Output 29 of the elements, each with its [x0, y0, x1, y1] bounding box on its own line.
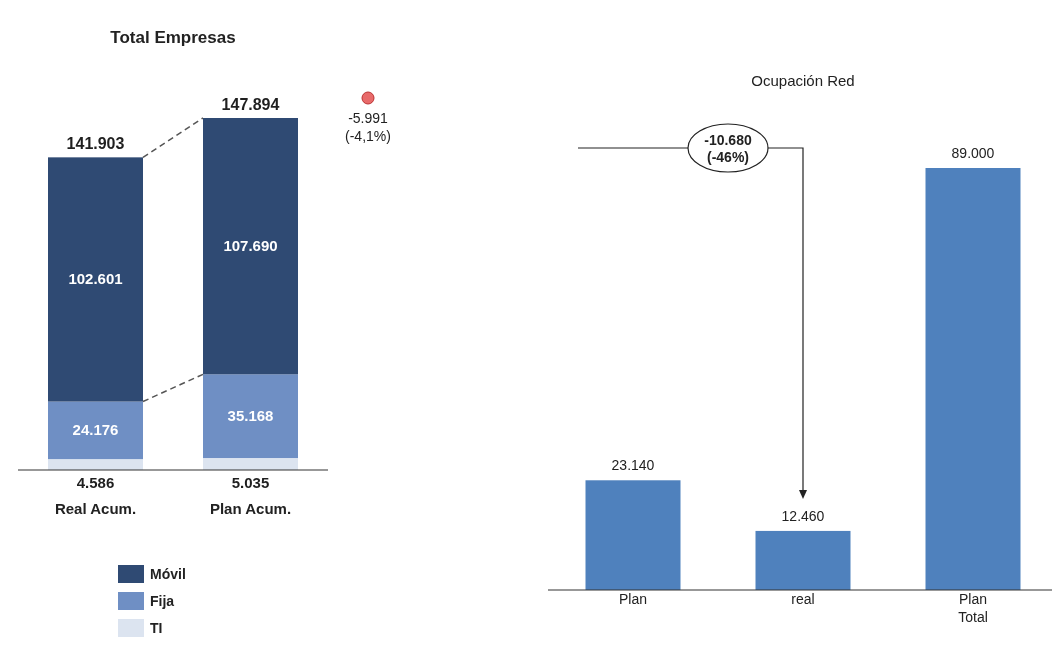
bar [203, 374, 298, 459]
bar [203, 458, 298, 470]
bar [48, 157, 143, 402]
bar [48, 401, 143, 460]
x-tick-label: Plan [618, 591, 648, 607]
chart-title: Total Empresas [110, 28, 236, 47]
x-tick-label: Real Acum. [54, 500, 137, 517]
legend-label: Fija [150, 593, 175, 609]
text: 147.894 [221, 96, 280, 113]
text: -10.680 (-46%) [704, 132, 752, 165]
annotation: 141.903 [66, 135, 125, 153]
data-label: 5.035 [231, 474, 270, 491]
data-label: 35.168 [227, 407, 274, 425]
data-label: 24.176 [72, 421, 119, 439]
x-tick-label: Plan Acum. [209, 500, 292, 517]
chart-title: Ocupación Red [751, 72, 855, 89]
x-tick-label: real [791, 591, 815, 607]
bar [48, 459, 143, 470]
data-label: 102.601 [68, 270, 123, 288]
legend-label: TI [150, 620, 163, 636]
legend-label: Móvil [150, 566, 186, 582]
bar [203, 118, 298, 375]
data-label: 12.460 [781, 507, 825, 524]
data-label: 89.000 [951, 145, 995, 161]
text: -5.991 (-4,1%) [345, 110, 391, 144]
x-tick-label: Plan Total [958, 591, 988, 625]
data-label: 107.690 [223, 237, 278, 255]
data-label: 4.586 [76, 474, 115, 491]
data-label: 23.140 [611, 457, 655, 474]
